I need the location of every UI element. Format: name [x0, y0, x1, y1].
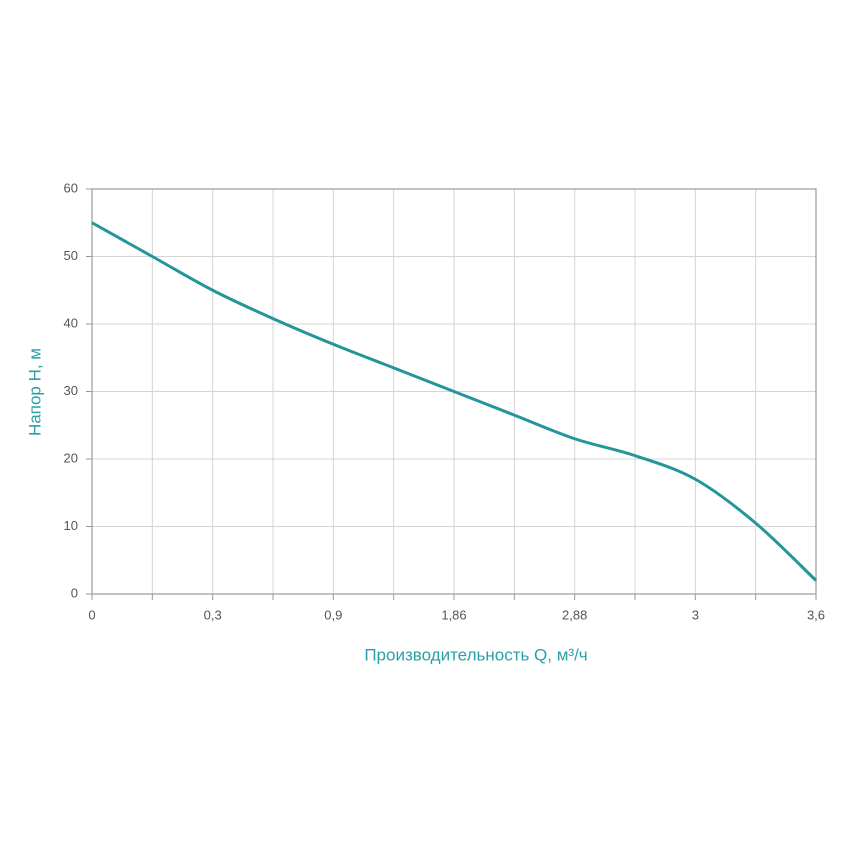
data-line — [91, 221, 818, 582]
x-tick-label: 1,86 — [441, 607, 466, 622]
y-tick-label: 40 — [64, 315, 78, 330]
y-tick-label: 60 — [64, 180, 78, 195]
x-tick-label: 2,88 — [562, 607, 587, 622]
y-axis-title: Напор H, м — [25, 348, 44, 436]
x-tick-label: 3,6 — [807, 607, 825, 622]
plot-border — [91, 188, 817, 595]
x-axis-title: Производительность Q, м³/ч — [364, 645, 587, 664]
y-tick-label: 10 — [64, 518, 78, 533]
y-tick-label: 30 — [64, 383, 78, 398]
x-tick-label: 3 — [692, 607, 699, 622]
y-tick-label: 0 — [71, 585, 78, 600]
x-tick-label: 0,9 — [324, 607, 342, 622]
y-tick-label: 50 — [64, 248, 78, 263]
x-tick-label: 0 — [88, 607, 95, 622]
x-tick-label: 0,3 — [204, 607, 222, 622]
y-tick-label: 20 — [64, 450, 78, 465]
